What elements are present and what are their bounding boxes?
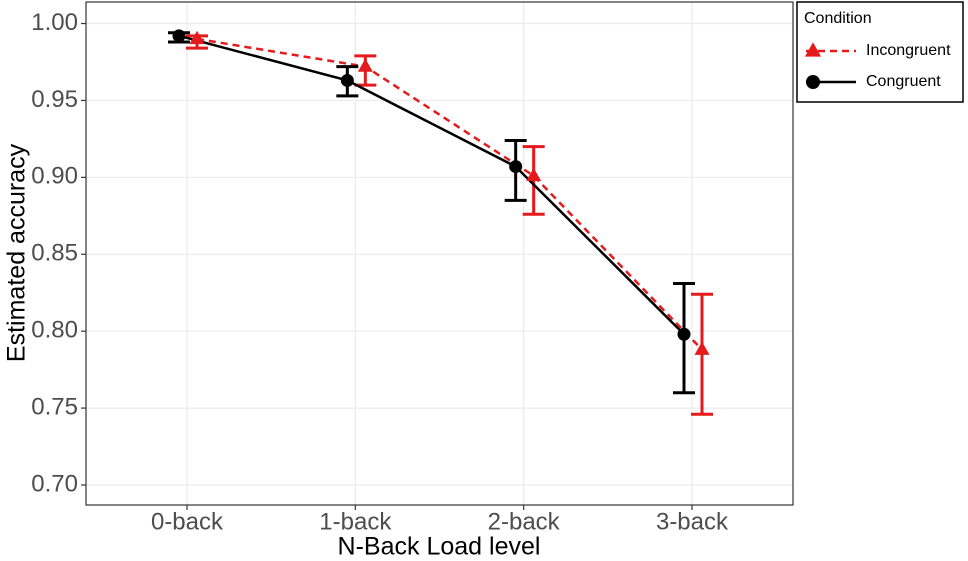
triangle-marker bbox=[694, 341, 710, 355]
y-tick-label: 0.75 bbox=[31, 393, 78, 420]
circle-marker bbox=[677, 327, 691, 341]
triangle-marker bbox=[804, 42, 822, 57]
grid bbox=[86, 2, 793, 505]
series-line bbox=[178, 34, 685, 336]
panel-border bbox=[85, 1, 794, 506]
x-tick-label: 0-back bbox=[151, 508, 224, 535]
circle-marker bbox=[509, 160, 523, 174]
y-tick-label: 0.85 bbox=[31, 240, 78, 267]
circle-marker bbox=[340, 73, 354, 87]
legend-label: Incongruent bbox=[866, 42, 951, 59]
triangle-marker bbox=[357, 58, 373, 72]
x-tick-label: 1-back bbox=[319, 508, 392, 535]
y-tick-label: 0.90 bbox=[31, 163, 78, 190]
y-tick-label: 0.80 bbox=[31, 317, 78, 344]
series-line bbox=[196, 37, 703, 351]
legend-label: Congruent bbox=[866, 73, 941, 90]
legend-title: Condition bbox=[804, 10, 872, 27]
triangle-marker bbox=[526, 167, 542, 182]
x-tick-label: 3-back bbox=[656, 508, 729, 535]
circle-marker bbox=[806, 75, 820, 89]
y-tick-label: 0.70 bbox=[31, 470, 78, 497]
circle-marker bbox=[172, 29, 186, 43]
x-tick-label: 2-back bbox=[488, 508, 561, 535]
y-axis-title: Estimated accuracy bbox=[3, 143, 31, 362]
y-tick-label: 1.00 bbox=[31, 9, 78, 36]
x-axis-title: N-Back Load level bbox=[338, 533, 541, 561]
triangle-marker bbox=[189, 30, 205, 45]
plot-panel bbox=[86, 2, 793, 505]
y-tick-label: 0.95 bbox=[31, 86, 78, 113]
